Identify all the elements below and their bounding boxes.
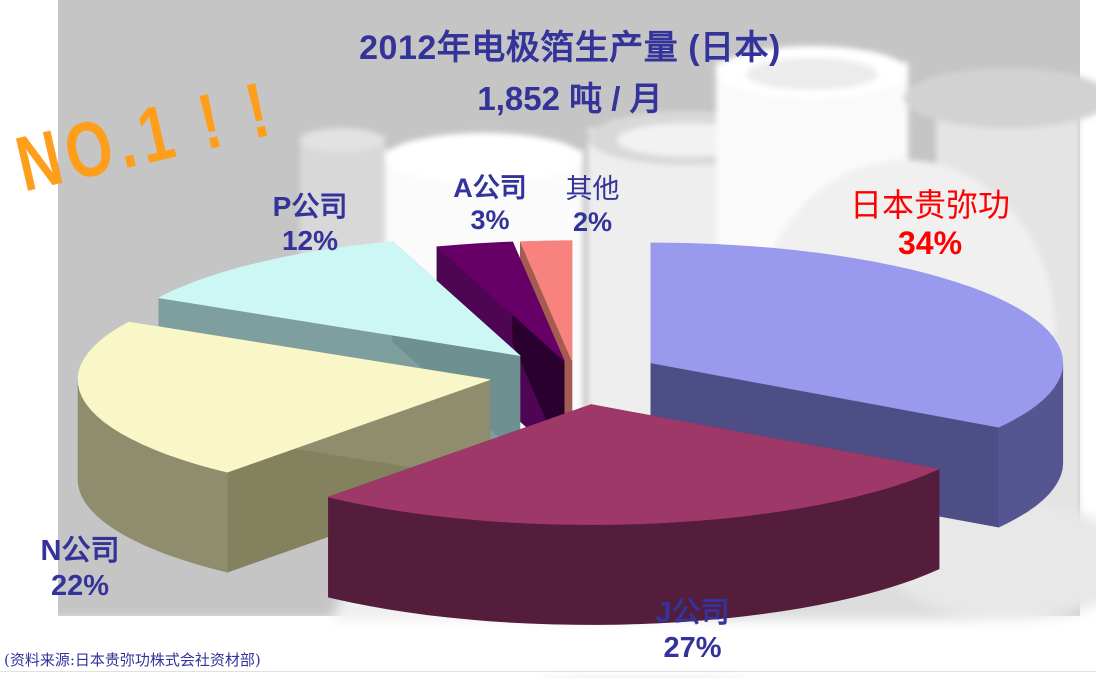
slice-label-pct: 3%	[470, 205, 510, 236]
source-note: (资料来源:日本贵弥功株式会社资材部)	[4, 651, 261, 669]
slice-label-a: A公司 3%	[420, 172, 560, 237]
slice-label-pct: 34%	[897, 225, 963, 262]
pie-slice-5-top	[519, 240, 573, 361]
slice-label-name: A公司	[453, 173, 527, 203]
slice-label-n: N公司 22%	[10, 534, 150, 604]
slice-label-pct: 22%	[50, 569, 110, 602]
bottom-fade	[30, 620, 1090, 678]
slice-label-pct: 12%	[281, 224, 339, 256]
pie-slice-1-top	[327, 404, 941, 525]
slice-label-kemet: 日本贵弥功 34%	[800, 186, 1060, 263]
slice-label-name: P公司	[272, 191, 348, 222]
capacitor-cylinder-top	[904, 68, 1096, 128]
slice-label-name: N公司	[40, 535, 120, 567]
slice-label-pct: 2%	[572, 207, 613, 238]
pie-slice-2	[77, 321, 491, 573]
slice-label-name: J公司	[655, 597, 730, 629]
pie-slice-4-top	[436, 241, 565, 362]
capacitor-cylinder-top-inner	[746, 58, 878, 90]
slice-label-p: P公司 12%	[240, 190, 380, 257]
capacitor-cylinder-top	[385, 133, 583, 183]
chart-title: 2012年电极箔生产量 (日本)	[359, 29, 781, 67]
pie-slice-3-top	[157, 241, 521, 357]
slice-label-name: 日本贵弥功	[849, 186, 1010, 224]
slice-label-j: J公司 27%	[620, 596, 765, 666]
pie-slice-0-top	[650, 242, 1064, 428]
slice-label-other: 其他 2%	[525, 174, 660, 239]
slice-label-pct: 27%	[663, 631, 722, 664]
pie-slice-1	[327, 404, 941, 625]
pie-3d	[77, 240, 1064, 625]
slice-label-name: 其他	[565, 174, 620, 205]
chart-subtitle: 1,852 吨 / 月	[477, 80, 663, 117]
pie-slice-2-top	[77, 321, 491, 473]
capacitor-cylinder-top	[300, 128, 384, 152]
